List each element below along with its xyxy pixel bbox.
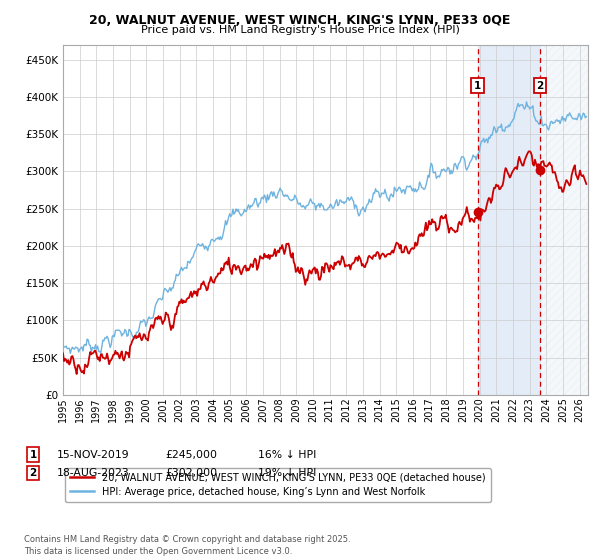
Text: £302,000: £302,000 <box>165 468 217 478</box>
Text: Price paid vs. HM Land Registry's House Price Index (HPI): Price paid vs. HM Land Registry's House … <box>140 25 460 35</box>
Text: 15-NOV-2019: 15-NOV-2019 <box>57 450 130 460</box>
Text: £245,000: £245,000 <box>165 450 217 460</box>
Bar <box>478 45 540 395</box>
Text: 1: 1 <box>29 450 37 460</box>
Text: 1: 1 <box>474 81 481 91</box>
Text: 19% ↓ HPI: 19% ↓ HPI <box>258 468 316 478</box>
Text: 18-AUG-2023: 18-AUG-2023 <box>57 468 130 478</box>
Text: 2: 2 <box>536 81 544 91</box>
Text: 20, WALNUT AVENUE, WEST WINCH, KING'S LYNN, PE33 0QE: 20, WALNUT AVENUE, WEST WINCH, KING'S LY… <box>89 14 511 27</box>
Text: 16% ↓ HPI: 16% ↓ HPI <box>258 450 316 460</box>
Text: Contains HM Land Registry data © Crown copyright and database right 2025.
This d: Contains HM Land Registry data © Crown c… <box>24 535 350 556</box>
Text: 2: 2 <box>29 468 37 478</box>
Bar <box>540 45 588 395</box>
Legend: 20, WALNUT AVENUE, WEST WINCH, KING'S LYNN, PE33 0QE (detached house), HPI: Aver: 20, WALNUT AVENUE, WEST WINCH, KING'S LY… <box>65 468 491 502</box>
